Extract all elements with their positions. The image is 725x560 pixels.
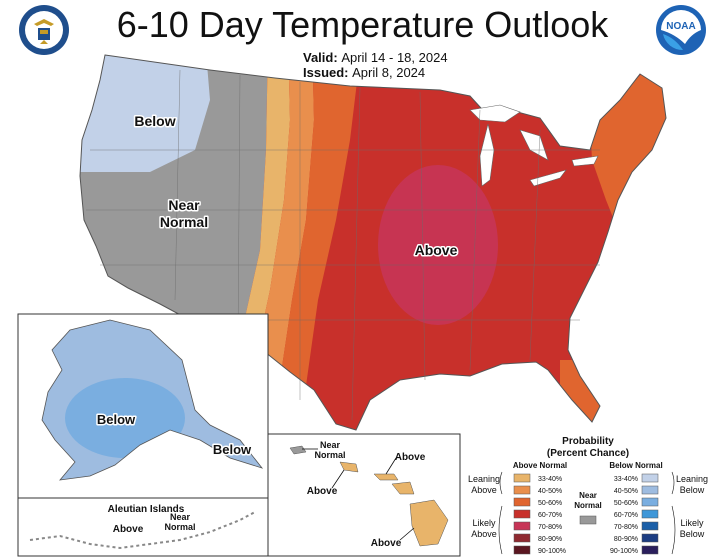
legend-below-bin-label: 80-90%	[614, 536, 638, 543]
legend-leaning-above-line1: Leaning	[468, 474, 500, 484]
legend-below-bin-label: 50-60%	[614, 500, 638, 507]
hawaii-above-label-1: Above	[395, 452, 426, 463]
legend-below-bin-label: 33-40%	[614, 476, 638, 483]
conus-map	[80, 55, 666, 430]
hawaii-near-label-line2: Normal	[314, 450, 345, 460]
lake-erie	[529, 169, 567, 187]
map-title: 6-10 Day Temperature Outlook	[116, 4, 609, 45]
maui-island	[391, 481, 415, 495]
aleutian-near-label-line2: Normal	[164, 522, 195, 532]
lake-michigan	[479, 123, 495, 187]
conus-near-label-line2: Normal	[160, 214, 208, 230]
legend-near-line1: Near	[579, 491, 597, 500]
legend-above-bin-label: 60-70%	[538, 512, 562, 519]
lake-superior	[469, 104, 521, 123]
legend-below-bin-label: 60-70%	[614, 512, 638, 519]
legend-above-bin-label: 80-90%	[538, 536, 562, 543]
conus-near-label-line1: Near	[168, 197, 200, 213]
legend-below-bin-swatch	[641, 485, 659, 495]
aleutian-near-label-line1: Near	[170, 512, 191, 522]
legend-leaning-below-line2: Below	[680, 485, 705, 495]
molokai-island	[373, 473, 399, 481]
legend-above-header: Above Normal	[513, 461, 567, 470]
conus-above-label: Above	[415, 242, 458, 258]
legend-likely-below-line1: Likely	[680, 518, 704, 528]
valid-label: Valid:	[303, 50, 338, 65]
aleutian-title: Aleutian Islands	[108, 504, 185, 515]
conus-outline	[79, 54, 667, 431]
legend-likely-above-line2: Above	[471, 529, 497, 539]
legend-leaning-below-line1: Leaning	[676, 474, 708, 484]
oahu-island	[339, 461, 359, 473]
lake-ontario	[571, 155, 599, 167]
valid-value: April 14 - 18, 2024	[341, 50, 448, 65]
kauai-island	[289, 445, 307, 455]
legend-above-bin-swatch	[513, 485, 531, 495]
aleutian-above-label: Above	[113, 524, 144, 535]
legend-above-bin-swatch	[513, 497, 531, 507]
legend-likely-below-line2: Below	[680, 529, 705, 539]
legend-above-bin-label: 33-40%	[538, 476, 562, 483]
legend-below-bin-swatch	[641, 497, 659, 507]
commerce-seal-logo	[19, 5, 69, 55]
legend-above-bin-label: 90-100%	[538, 548, 566, 555]
legend-above-bin-label: 50-60%	[538, 500, 562, 507]
legend-near-normal-swatch	[579, 515, 597, 525]
noaa-logo: NOAA	[656, 5, 706, 55]
legend-below-bin-swatch	[641, 509, 659, 519]
legend: Probability (Percent Chance) Above Norma…	[468, 436, 708, 555]
lake-huron	[519, 129, 549, 161]
alaska-panhandle-below-label: Below	[213, 442, 252, 457]
hawaii-above-label-3: Above	[371, 538, 402, 549]
legend-above-bin-swatch	[513, 521, 531, 531]
legend-below-header: Below Normal	[609, 461, 662, 470]
legend-leaning-above-line2: Above	[471, 485, 497, 495]
alaska-below-label: Below	[97, 412, 136, 427]
legend-below-bin-label: 90-100%	[610, 548, 638, 555]
legend-title: Probability	[562, 436, 614, 447]
issued-label: Issued:	[303, 65, 349, 80]
legend-below-bin-label: 70-80%	[614, 524, 638, 531]
legend-above-bin-swatch	[513, 545, 531, 555]
legend-likely-above-line1: Likely	[472, 518, 496, 528]
legend-below-bin-swatch	[641, 521, 659, 531]
alaska-outline	[41, 319, 264, 481]
issued-date: Issued: April 8, 2024	[303, 65, 425, 80]
legend-near-line2: Normal	[574, 501, 602, 510]
legend-below-bin-label: 40-50%	[614, 488, 638, 495]
aleutian-chain	[29, 511, 256, 550]
legend-above-bin-label: 70-80%	[538, 524, 562, 531]
aleutian-inset-frame	[17, 497, 269, 557]
legend-above-bin-swatch	[513, 509, 531, 519]
valid-date: Valid: April 14 - 18, 2024	[303, 50, 448, 65]
legend-above-bin-label: 40-50%	[538, 488, 562, 495]
legend-above-bin-swatch	[513, 473, 531, 483]
legend-below-bin-swatch	[641, 473, 659, 483]
noaa-text: NOAA	[666, 21, 695, 32]
hawaii-near-label-line1: Near	[320, 440, 341, 450]
hawaii-above-label-2: Above	[307, 486, 338, 497]
legend-above-bin-swatch	[513, 533, 531, 543]
big-island	[409, 499, 449, 547]
issued-value: April 8, 2024	[352, 65, 426, 80]
legend-below-bin-swatch	[641, 533, 659, 543]
legend-subtitle: (Percent Chance)	[547, 448, 629, 459]
conus-below-label: Below	[134, 113, 175, 129]
legend-below-bin-swatch	[641, 545, 659, 555]
